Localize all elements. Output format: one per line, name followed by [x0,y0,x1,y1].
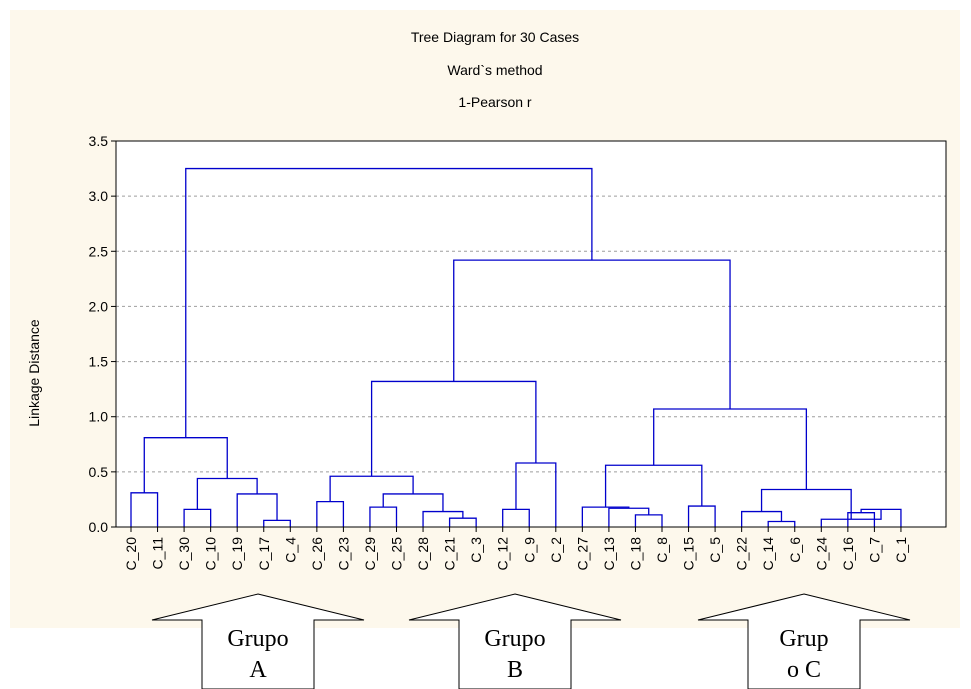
dendrogram-link [185,167,593,438]
plot-area [116,141,946,527]
leaf-label: C_9 [521,537,537,563]
leaf-label: C_27 [574,537,590,571]
x-axis-ticks: C_20 C_11 C_30 C_10 C_19 C_17 C_4 C_26 C_23 C_29 C… [123,527,909,570]
group-annotations: Grupo A Grupo B Grup o C [151,593,911,689]
dendrogram-link [767,520,796,527]
y-tick-label: 1.5 [89,354,109,370]
group-arrow: Grupo A [151,593,365,689]
leaf-label: C_21 [442,537,458,571]
arrow-shape [697,593,911,689]
y-tick-label: 0.0 [89,519,109,535]
arrow-shape [408,593,622,689]
leaf-label: C_8 [654,537,670,563]
group-label-line1: Grup [779,626,828,652]
leaf-label: C_17 [256,537,272,571]
leaf-label: C_28 [415,537,431,571]
plot-frame [115,140,947,528]
leaf-label: C_2 [548,537,564,563]
leaf-label: C_7 [866,537,882,563]
group-label-line2: B [507,657,523,683]
leaf-label: C_10 [203,537,219,571]
y-tick-label: 2.5 [89,243,109,259]
dendrogram-link [369,506,398,527]
dendrogram-link [329,475,414,502]
leaf-label: C_13 [601,537,617,571]
leaf-label: C_5 [707,537,723,563]
leaf-label: C_30 [176,537,192,571]
leaf-label: C_11 [150,537,166,570]
leaf-label: C_22 [734,537,750,571]
leaf-label: C_18 [627,537,643,571]
leaf-label: C_19 [229,537,245,571]
group-label-line2: o C [787,657,821,683]
group-label-line2: A [249,657,267,683]
leaf-label: C_20 [123,537,139,571]
leaf-label: C_25 [389,537,405,571]
group-arrow: Grupo B [408,593,622,689]
chart-title: Tree Diagram for 30 Cases [411,29,579,45]
dendrogram-link [453,259,731,409]
leaf-label: C_14 [760,537,776,571]
leaf-label: C_4 [282,537,298,563]
leaf-label: C_23 [335,537,351,571]
leaf-label: C_3 [468,537,484,563]
group-label-line1: Grupo [227,626,288,652]
leaf-label: C_12 [495,537,511,571]
dendrogram-link [143,437,228,493]
dendrogram-link [581,506,630,527]
y-tick-label: 1.0 [89,409,109,425]
y-tick-label: 3.0 [89,188,109,204]
dendrogram-link [263,519,291,527]
leaf-label: C_1 [893,537,909,563]
chart-subtitle: Ward`s method [447,62,542,78]
group-arrow: Grup o C [697,593,911,689]
y-tick-label: 0.5 [89,464,109,480]
y-axis-ticks: 0.0 0.5 1.0 1.5 2.0 2.5 3.0 3.5 [89,133,116,535]
dendrogram-tree [130,167,902,527]
y-axis-label: Linkage Distance [26,319,42,427]
leaf-label: C_15 [681,537,697,571]
chart-subtitle-2: 1-Pearson r [458,94,531,110]
dendrogram-link [860,508,902,527]
leaf-label: C_26 [309,537,325,571]
arrow-shape [151,593,365,689]
leaf-label: C_6 [787,537,803,563]
gridlines [116,195,946,473]
y-tick-label: 3.5 [89,133,109,149]
dendrogram-link [634,514,663,527]
leaf-label: C_24 [813,537,829,571]
y-tick-label: 2.0 [89,298,109,314]
leaf-label: C_29 [362,537,378,571]
dendrogram-link [760,488,852,520]
dendrogram-link [687,505,716,527]
leaf-label: C_16 [840,537,856,571]
dendrogram-link [370,380,537,477]
group-label-line1: Grupo [484,626,545,652]
